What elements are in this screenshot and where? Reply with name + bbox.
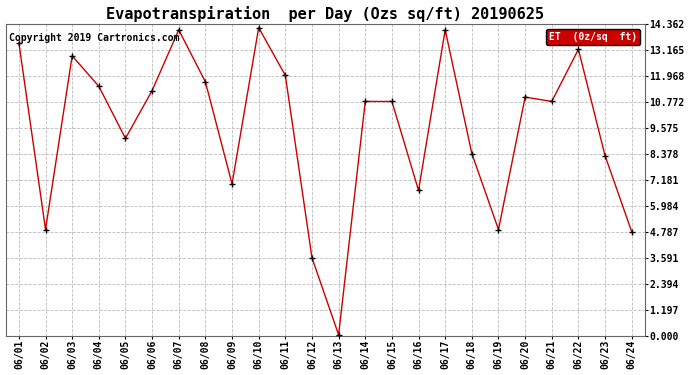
Text: Copyright 2019 Cartronics.com: Copyright 2019 Cartronics.com (9, 33, 179, 44)
Legend: ET  (0z/sq  ft): ET (0z/sq ft) (546, 29, 640, 45)
Title: Evapotranspiration  per Day (Ozs sq/ft) 20190625: Evapotranspiration per Day (Ozs sq/ft) 2… (106, 6, 544, 21)
